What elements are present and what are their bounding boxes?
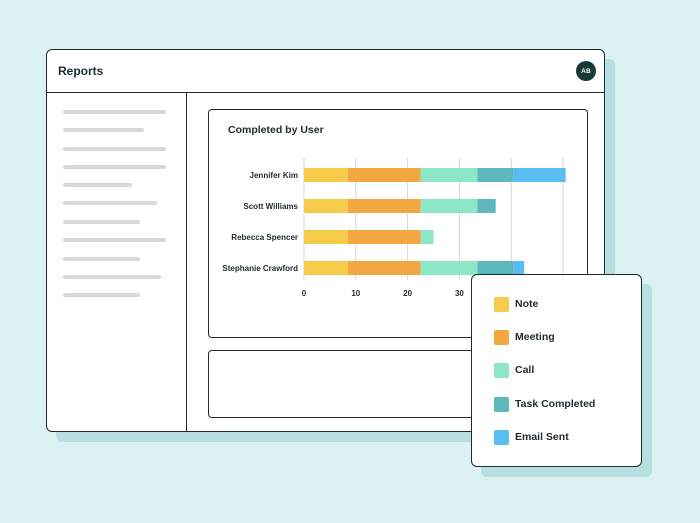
legend-label: Email Sent bbox=[515, 431, 569, 443]
x-tick-label: 10 bbox=[351, 289, 360, 298]
bar-segment bbox=[304, 168, 349, 182]
legend-swatch-note bbox=[494, 296, 509, 312]
sidebar-item-placeholder[interactable] bbox=[63, 110, 166, 114]
bar-segment bbox=[348, 261, 421, 275]
bar-segment bbox=[420, 168, 478, 182]
sidebar-item-placeholder[interactable] bbox=[63, 293, 140, 297]
sidebar bbox=[47, 93, 187, 431]
legend-label: Note bbox=[515, 298, 539, 310]
sidebar-item-placeholder[interactable] bbox=[63, 275, 161, 279]
bar-segment bbox=[513, 168, 566, 182]
sidebar-item-placeholder[interactable] bbox=[63, 183, 132, 187]
chart-title: Completed by User bbox=[228, 124, 324, 136]
x-tick-label: 30 bbox=[455, 289, 464, 298]
legend-swatch-call bbox=[494, 362, 509, 378]
page-title: Reports bbox=[58, 64, 104, 78]
bar-segment bbox=[477, 168, 514, 182]
x-tick-label: 20 bbox=[403, 289, 412, 298]
bar-segment bbox=[304, 199, 349, 213]
bar-segment bbox=[348, 199, 421, 213]
bar-segment bbox=[513, 261, 525, 275]
legend-swatch-email-sent bbox=[494, 429, 509, 445]
legend-item-email-sent[interactable]: Email Sent bbox=[494, 429, 569, 445]
category-label: Jennifer Kim bbox=[250, 171, 298, 180]
stacked-bar-chart: Jennifer Kim Scott Williams Rebecca Spence… bbox=[222, 158, 566, 298]
legend-swatch-task-completed bbox=[494, 396, 509, 412]
bar-segment bbox=[304, 261, 349, 275]
bar-segment bbox=[304, 230, 349, 244]
x-tick-label: 0 bbox=[302, 289, 307, 298]
sidebar-item-placeholder[interactable] bbox=[63, 238, 166, 242]
sidebar-item-placeholder[interactable] bbox=[63, 257, 140, 261]
sidebar-item-placeholder[interactable] bbox=[63, 128, 144, 132]
category-label: Rebecca Spencer bbox=[231, 233, 298, 242]
legend-item-task-completed[interactable]: Task Completed bbox=[494, 396, 595, 412]
category-label: Stephanie Crawford bbox=[222, 264, 298, 273]
bar-segment bbox=[477, 261, 514, 275]
sidebar-item-placeholder[interactable] bbox=[63, 147, 166, 151]
legend-item-note[interactable]: Note bbox=[494, 296, 538, 312]
legend-label: Call bbox=[515, 364, 535, 376]
bar-segment bbox=[420, 261, 478, 275]
bar-segment bbox=[420, 230, 434, 244]
sidebar-item-placeholder[interactable] bbox=[63, 201, 157, 205]
category-label: Scott Williams bbox=[243, 202, 298, 211]
bar-segment bbox=[477, 199, 496, 213]
user-avatar[interactable]: AB bbox=[576, 61, 596, 81]
sidebar-item-placeholder[interactable] bbox=[63, 220, 140, 224]
legend-item-call[interactable]: Call bbox=[494, 362, 534, 378]
bar-segment bbox=[420, 199, 478, 213]
sidebar-item-placeholder[interactable] bbox=[63, 165, 166, 169]
legend-label: Task Completed bbox=[515, 398, 596, 410]
bar-segment bbox=[348, 230, 421, 244]
bar-segment bbox=[348, 168, 421, 182]
legend-swatch-meeting bbox=[494, 329, 509, 345]
chart-legend: Note Meeting Call Task Completed Email S… bbox=[471, 274, 642, 467]
legend-item-meeting[interactable]: Meeting bbox=[494, 329, 555, 345]
window-header: Reports AB bbox=[47, 50, 604, 93]
legend-label: Meeting bbox=[515, 331, 555, 343]
